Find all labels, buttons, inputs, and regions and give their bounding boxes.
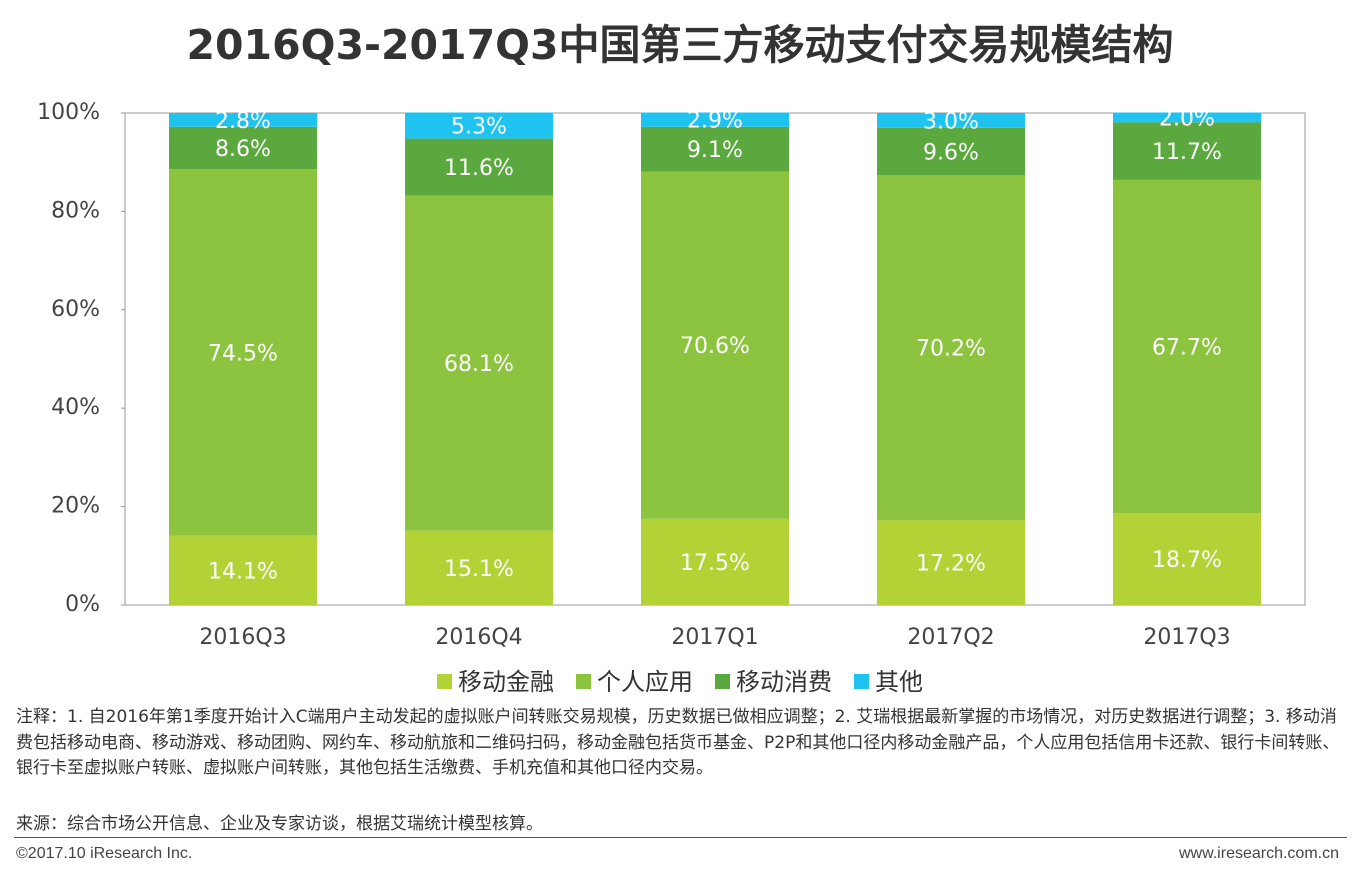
- legend-label: 移动金融: [458, 668, 554, 696]
- source: 来源：综合市场公开信息、企业及专家访谈，根据艾瑞统计模型核算。: [16, 814, 543, 834]
- value-label: 67.7%: [1152, 335, 1222, 360]
- value-label: 17.5%: [680, 551, 750, 576]
- value-label: 2.9%: [687, 109, 743, 134]
- x-tick-label: 2016Q4: [435, 625, 522, 650]
- value-label: 9.6%: [923, 140, 979, 165]
- chart: 2016Q3-2017Q3中国第三方移动支付交易规模结构 0% 20% 40% 60%…: [37, 21, 1306, 696]
- legend-swatch: [715, 674, 730, 689]
- bar-segment: [877, 174, 1025, 521]
- bar-segment: [877, 520, 1025, 605]
- y-tick-label: 80%: [51, 198, 100, 223]
- value-label: 2.8%: [215, 109, 271, 134]
- chart-title: 2016Q3-2017Q3中国第三方移动支付交易规模结构: [186, 21, 1173, 69]
- value-label: 11.6%: [444, 156, 514, 181]
- value-label: 70.6%: [680, 334, 750, 359]
- bar-segment: [641, 518, 789, 605]
- legend-label: 移动消费: [736, 668, 832, 696]
- x-tick-label: 2017Q2: [907, 625, 994, 650]
- x-tick-label: 2017Q1: [671, 625, 758, 650]
- value-label: 2.0%: [1159, 106, 1215, 131]
- legend-label: 个人应用: [597, 668, 693, 696]
- value-label: 18.7%: [1152, 548, 1222, 573]
- legend-swatch: [437, 674, 452, 689]
- bar-segment: [405, 530, 553, 605]
- bar-segment: [1113, 512, 1261, 605]
- copyright: ©2017.10 iResearch Inc.: [16, 845, 193, 862]
- value-label: 74.5%: [208, 341, 278, 366]
- legend-label: 其他: [875, 668, 923, 696]
- bar-segment: [169, 169, 317, 536]
- bar-segment: [169, 113, 317, 127]
- value-label: 14.1%: [208, 559, 278, 584]
- value-label: 3.0%: [923, 109, 979, 134]
- bar-segment: [405, 195, 553, 531]
- bar-segment: [641, 112, 789, 127]
- bar-segment: [877, 113, 1025, 128]
- value-label: 9.1%: [687, 138, 743, 163]
- value-label: 15.1%: [444, 557, 514, 582]
- website: www.iresearch.com.cn: [1178, 845, 1339, 862]
- bar-segment: [169, 126, 317, 170]
- bar-segment: [169, 535, 317, 605]
- divider: [14, 837, 1347, 838]
- value-label: 11.7%: [1152, 140, 1222, 165]
- note: 注释：1. 自2016年第1季度开始计入C端用户主动发起的虚拟账户间转账交易规模…: [16, 707, 1340, 778]
- value-label: 70.2%: [916, 337, 986, 362]
- legend-swatch: [576, 674, 591, 689]
- y-tick-label: 60%: [51, 297, 100, 322]
- value-label: 5.3%: [451, 115, 507, 140]
- y-tick-label: 20%: [51, 494, 100, 519]
- bar-segment: [405, 138, 553, 196]
- bar-segment: [1113, 112, 1261, 123]
- legend-swatch: [854, 674, 869, 689]
- y-tick-label: 0%: [65, 592, 100, 617]
- bar-segment: [1113, 179, 1261, 513]
- value-label: 17.2%: [916, 552, 986, 577]
- x-tick-label: 2017Q3: [1143, 625, 1230, 650]
- bar-segment: [405, 112, 553, 139]
- bar-segment: [877, 127, 1025, 175]
- value-label: 68.1%: [444, 352, 514, 377]
- x-tick-label: 2016Q3: [199, 625, 286, 650]
- bar-segment: [1113, 122, 1261, 180]
- value-label: 8.6%: [215, 137, 271, 162]
- y-tick-label: 100%: [37, 100, 100, 125]
- bar-segment: [641, 171, 789, 519]
- bar-segment: [641, 126, 789, 172]
- y-tick-label: 40%: [51, 395, 100, 420]
